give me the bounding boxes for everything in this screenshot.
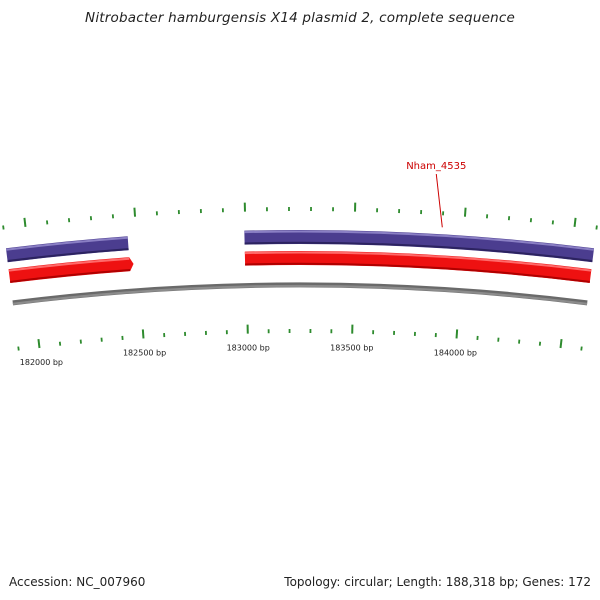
- outer-major-tick: [573, 217, 577, 227]
- tick-label-0: 182000 bp: [20, 358, 63, 367]
- gene-highlight-2: [8, 257, 130, 272]
- inner-major-tick: [141, 329, 145, 339]
- map-title: Nitrobacter hamburgensis X14 plasmid 2, …: [85, 10, 515, 26]
- summary-text: Topology: circular; Length: 188,318 bp; …: [284, 575, 591, 589]
- backbone-line: [12, 284, 588, 305]
- outer-major-tick: [463, 207, 467, 217]
- tick-label-3: 183500 bp: [330, 344, 373, 353]
- gene-shadow-3: [245, 262, 590, 283]
- gene-highlight-0: [6, 236, 128, 251]
- accession-text: Accession: NC_007960: [9, 575, 146, 589]
- gene-highlight-3: [244, 251, 592, 272]
- gene-label-leader: [435, 173, 443, 228]
- outer-minor-tick: [2, 225, 5, 230]
- backbone: [12, 282, 588, 306]
- gene-highlight-1: [244, 230, 594, 251]
- tick-labels: 182000 bp 182500 bp 183000 bp 183500 bp 1840…: [20, 344, 477, 367]
- gene-shadow-1: [244, 241, 593, 263]
- forward-gene-0: [5, 236, 129, 263]
- tick-label-4: 184000 bp: [434, 348, 477, 357]
- inner-major-tick: [455, 329, 459, 339]
- tick-label-1: 182500 bp: [123, 348, 166, 357]
- inner-major-tick: [559, 338, 563, 349]
- outer-major-tick: [23, 217, 27, 227]
- inner-major-tick: [37, 338, 41, 349]
- gene-label-group: Nham_4535: [406, 161, 466, 228]
- outer-major-tick: [133, 207, 137, 217]
- gene-shadow-2: [10, 268, 131, 283]
- outer-minor-tick: [595, 225, 598, 230]
- gene-label: Nham_4535: [406, 161, 466, 172]
- reverse-gene-2: [8, 257, 134, 284]
- tick-marks: [2, 202, 598, 351]
- gene-shadow-0: [7, 248, 129, 263]
- tick-label-2: 183000 bp: [227, 344, 270, 353]
- gene-features: [5, 229, 595, 284]
